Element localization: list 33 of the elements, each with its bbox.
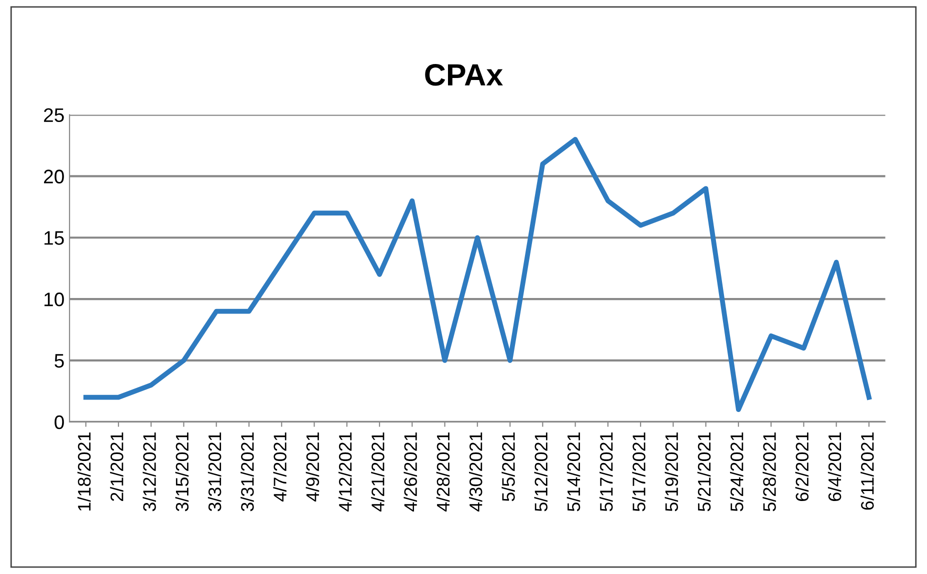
x-tick-label: 4/28/2021 — [436, 432, 450, 512]
x-tick-label: 4/21/2021 — [371, 432, 384, 512]
x-tick-label: 5/24/2021 — [730, 432, 744, 512]
y-tick-label: 25 — [44, 108, 64, 122]
x-tick-label: 4/30/2021 — [468, 432, 482, 512]
x-tick-label: 5/12/2021 — [534, 432, 548, 512]
x-tick-label: 3/31/2021 — [240, 432, 254, 512]
x-tick-label: 6/11/2021 — [860, 432, 874, 510]
x-tick-label: 5/21/2021 — [697, 432, 711, 512]
x-tick-label: 3/12/2021 — [142, 432, 156, 512]
y-tick-label: 20 — [44, 170, 64, 184]
y-tick-label: 10 — [44, 292, 64, 306]
chart-title: CPAx — [425, 64, 503, 86]
x-tick-label: 5/14/2021 — [566, 432, 580, 512]
x-tick-label: 5/17/2021 — [632, 432, 646, 512]
x-tick-label: 5/17/2021 — [600, 432, 613, 512]
x-tick-label: 2/1/2021 — [110, 432, 124, 501]
x-tick-label: 6/2/2021 — [795, 432, 809, 501]
x-tick-label: 6/4/2021 — [828, 432, 842, 501]
x-tick-label: 1/18/2021 — [77, 432, 91, 511]
x-tick-label: 4/12/2021 — [338, 432, 352, 512]
y-tick-label: 15 — [44, 231, 64, 245]
y-tick-label: 5 — [54, 354, 64, 368]
x-tick-label: 4/26/2021 — [404, 432, 417, 512]
x-tick-label: 5/5/2021 — [502, 432, 515, 502]
x-tick-label: 3/31/2021 — [208, 432, 222, 512]
x-tick-label: 4/7/2021 — [273, 432, 286, 502]
x-tick-label: 4/9/2021 — [306, 432, 320, 502]
x-tick-label: 5/19/2021 — [664, 432, 678, 512]
x-tick-label: 3/15/2021 — [175, 432, 189, 512]
line-series — [83, 136, 872, 412]
y-tick-label: 0 — [54, 415, 64, 430]
x-tick-label: 5/28/2021 — [762, 432, 776, 512]
